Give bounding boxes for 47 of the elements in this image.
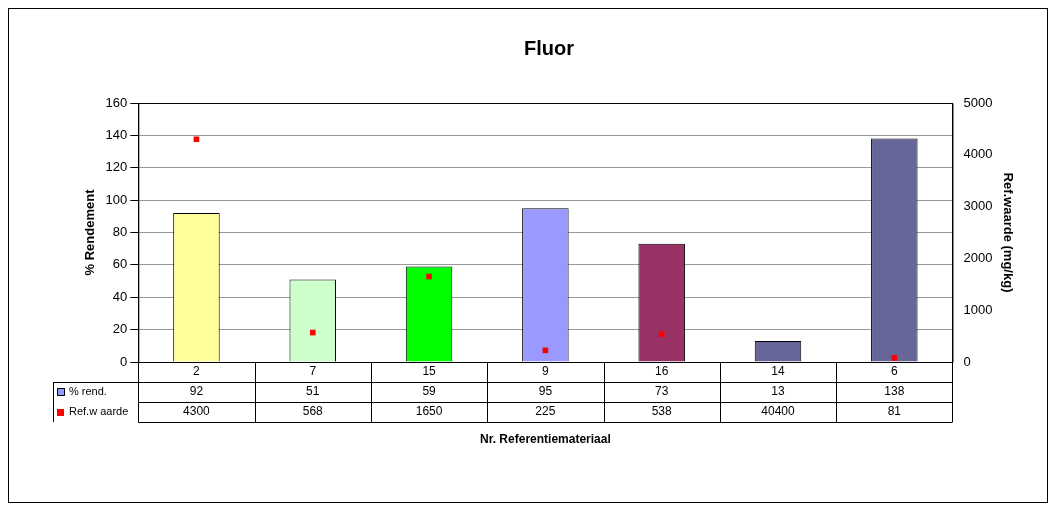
y2-tick-label: 0 xyxy=(963,353,971,369)
y2-tick-label: 4000 xyxy=(963,146,993,162)
y-tick-label: 160 xyxy=(105,94,128,110)
data-label: 59 xyxy=(422,384,437,399)
data-label: 13 xyxy=(771,384,785,399)
point xyxy=(193,136,200,143)
x-tick-label: 14 xyxy=(771,364,785,379)
point xyxy=(891,354,898,361)
x-tick-label: 15 xyxy=(422,364,437,379)
data-label: 538 xyxy=(651,404,673,419)
y-tick-label: 100 xyxy=(105,191,128,207)
data-label: 1650 xyxy=(415,404,443,419)
y2-axis-title: Ref.waarde (mg/kg) xyxy=(1000,172,1016,293)
data-label: 81 xyxy=(887,404,902,419)
legend-label: Ref.w aarde xyxy=(69,405,129,418)
data-label: 4300 xyxy=(183,404,211,419)
chart-title: Fluor xyxy=(524,36,575,59)
x-tick-label: 16 xyxy=(655,364,669,379)
y-tick-label: 20 xyxy=(112,321,128,337)
x-tick-label: 2 xyxy=(193,364,201,379)
data-label: 568 xyxy=(302,404,324,419)
legend-label: % rend. xyxy=(69,385,107,398)
data-label: 51 xyxy=(306,384,320,399)
data-label: 95 xyxy=(538,384,553,399)
data-label: 138 xyxy=(884,384,905,399)
data-label: 73 xyxy=(655,384,669,399)
data-label: 225 xyxy=(535,404,556,419)
x-tick-label: 6 xyxy=(890,364,898,379)
x-tick-label: 7 xyxy=(309,364,317,379)
y-tick-label: 120 xyxy=(105,159,128,175)
point xyxy=(658,331,665,337)
text: 40400 xyxy=(761,404,795,419)
y-tick-label: 80 xyxy=(112,224,128,240)
y2-tick-label: 5000 xyxy=(963,94,993,110)
point xyxy=(426,273,432,280)
data-label: 92 xyxy=(189,384,204,399)
x-axis-title: Nr. Referentiemateriaal xyxy=(480,432,611,447)
point xyxy=(309,329,316,336)
x-tick-label: 9 xyxy=(542,364,550,379)
y-axis-title: % Rendement xyxy=(82,188,98,276)
y2-tick-label: 3000 xyxy=(963,198,993,214)
y-tick-label: 40 xyxy=(112,288,128,304)
y-tick-label: 60 xyxy=(112,256,128,272)
y2-tick-label: 2000 xyxy=(963,249,993,265)
y-tick-label: 0 xyxy=(120,353,128,369)
y2-tick-label: 1000 xyxy=(963,301,993,317)
y-tick-label: 140 xyxy=(105,126,128,142)
